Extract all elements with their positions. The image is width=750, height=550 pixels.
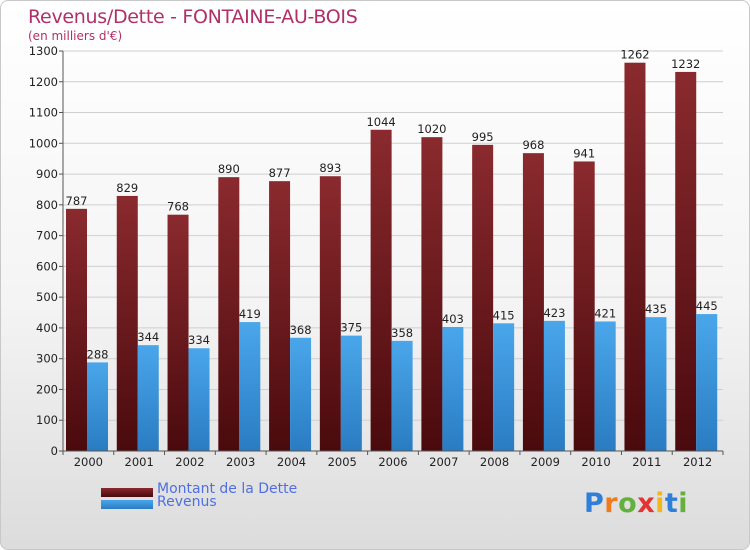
y-tick-label: 100 <box>36 413 58 427</box>
data-label-revenus: 344 <box>137 330 159 344</box>
y-tick-label: 500 <box>36 290 58 304</box>
logo-letter: i <box>655 488 665 519</box>
bar-revenus <box>137 345 159 451</box>
x-tick-label: 2012 <box>683 455 712 469</box>
logo-letter: P <box>584 488 605 519</box>
logo-letter: o <box>618 488 638 519</box>
x-tick-label: 2000 <box>74 455 103 469</box>
data-label-debt: 1232 <box>671 57 700 71</box>
bar-debt <box>116 195 138 451</box>
x-tick-label: 2006 <box>378 455 407 469</box>
y-tick-label: 600 <box>36 259 58 273</box>
data-label-revenus: 421 <box>594 306 616 320</box>
bar-revenus <box>493 323 515 451</box>
bar-debt <box>370 129 392 451</box>
data-label-revenus: 288 <box>87 347 109 361</box>
data-label-debt: 890 <box>218 162 240 176</box>
bar-debt <box>269 181 291 451</box>
bar-revenus <box>543 320 565 451</box>
x-tick-label: 2001 <box>125 455 154 469</box>
data-label-debt: 968 <box>522 138 544 152</box>
bar-revenus <box>645 317 667 451</box>
data-label-revenus: 419 <box>239 307 261 321</box>
y-tick-label: 400 <box>36 321 58 335</box>
y-tick-label: 1300 <box>29 44 58 58</box>
data-label-debt: 1044 <box>366 115 395 129</box>
x-tick-label: 2010 <box>581 455 610 469</box>
data-label-revenus: 403 <box>442 312 464 326</box>
data-label-debt: 1020 <box>417 122 446 136</box>
x-tick-label: 2007 <box>429 455 458 469</box>
x-tick-label: 2009 <box>531 455 560 469</box>
data-label-revenus: 435 <box>645 302 667 316</box>
data-label-revenus: 415 <box>493 308 515 322</box>
bar-debt <box>319 176 341 451</box>
x-tick-label: 2011 <box>632 455 661 469</box>
legend-label-debt: Montant de la Dette <box>157 481 298 497</box>
data-label-revenus: 358 <box>391 326 413 340</box>
data-label-debt: 768 <box>167 200 189 214</box>
bar-debt <box>66 208 87 451</box>
x-tick-label: 2003 <box>226 455 255 469</box>
bar-debt <box>218 177 240 451</box>
logo-letter: i <box>678 488 689 519</box>
bar-debt <box>675 71 697 451</box>
y-tick-label: 300 <box>36 352 58 366</box>
bar-debt <box>573 161 595 451</box>
x-tick-label: 2008 <box>480 455 509 469</box>
y-tick-label: 900 <box>36 167 58 181</box>
bar-debt <box>472 144 494 451</box>
data-label-revenus: 368 <box>290 323 312 337</box>
data-label-revenus: 423 <box>543 306 565 320</box>
x-tick-label: 2005 <box>328 455 357 469</box>
data-label-debt: 829 <box>116 181 138 195</box>
proxiti-logo: Proxiti <box>584 488 688 519</box>
logo-letter: x <box>637 488 656 519</box>
legend-swatch-revenus <box>101 500 153 509</box>
data-label-debt: 877 <box>269 166 291 180</box>
bar-revenus <box>391 340 413 451</box>
data-label-revenus: 375 <box>340 321 362 335</box>
bar-revenus <box>594 321 616 451</box>
x-tick-label: 2002 <box>175 455 204 469</box>
data-label-debt: 893 <box>319 161 341 175</box>
y-tick-label: 1000 <box>29 136 58 150</box>
data-label-revenus: 445 <box>696 299 718 313</box>
bar-debt <box>522 153 544 451</box>
bar-debt <box>624 62 646 451</box>
data-label-debt: 995 <box>472 130 494 144</box>
chart-subtitle: (en milliers d'€) <box>28 29 123 43</box>
x-tick-label: 2004 <box>277 455 306 469</box>
bar-revenus <box>696 314 718 451</box>
y-tick-label: 200 <box>36 382 58 396</box>
bar-revenus <box>290 337 312 451</box>
bar-debt <box>167 214 189 451</box>
y-tick-label: 1200 <box>29 75 58 89</box>
y-tick-label: 700 <box>36 229 58 243</box>
data-label-debt: 1262 <box>620 48 649 62</box>
bar-debt <box>421 137 443 451</box>
bar-revenus <box>442 327 464 451</box>
y-tick-label: 800 <box>36 198 58 212</box>
logo-letter: t <box>664 488 679 519</box>
bar-revenus <box>188 348 210 451</box>
legend-label-revenus: Revenus <box>157 494 217 510</box>
data-label-revenus: 334 <box>188 333 210 347</box>
y-tick-label: 1100 <box>29 106 58 120</box>
y-tick-label: 0 <box>51 444 58 458</box>
logo-letter: r <box>604 488 619 519</box>
data-label-debt: 941 <box>573 146 595 160</box>
bar-revenus <box>239 322 261 451</box>
chart-title: Revenus/Dette - FONTAINE-AU-BOIS <box>28 6 358 28</box>
legend-swatch-debt <box>101 488 153 497</box>
data-label-debt: 787 <box>66 194 88 208</box>
bar-revenus <box>87 362 108 451</box>
bar-revenus <box>340 335 362 451</box>
